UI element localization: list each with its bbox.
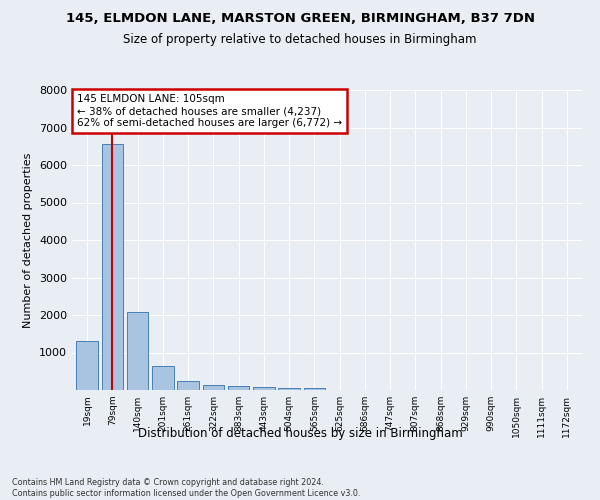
Bar <box>203 385 224 390</box>
Bar <box>152 366 173 390</box>
Bar <box>278 388 300 390</box>
Y-axis label: Number of detached properties: Number of detached properties <box>23 152 34 328</box>
Bar <box>228 386 250 390</box>
Bar <box>304 388 325 390</box>
Text: 145 ELMDON LANE: 105sqm
← 38% of detached houses are smaller (4,237)
62% of semi: 145 ELMDON LANE: 105sqm ← 38% of detache… <box>77 94 342 128</box>
Bar <box>178 380 199 390</box>
Text: Contains HM Land Registry data © Crown copyright and database right 2024.
Contai: Contains HM Land Registry data © Crown c… <box>12 478 361 498</box>
Bar <box>76 341 98 390</box>
Text: 145, ELMDON LANE, MARSTON GREEN, BIRMINGHAM, B37 7DN: 145, ELMDON LANE, MARSTON GREEN, BIRMING… <box>65 12 535 26</box>
Text: Size of property relative to detached houses in Birmingham: Size of property relative to detached ho… <box>123 32 477 46</box>
Text: Distribution of detached houses by size in Birmingham: Distribution of detached houses by size … <box>137 428 463 440</box>
Bar <box>127 312 148 390</box>
Bar <box>253 387 275 390</box>
Bar <box>101 144 123 390</box>
